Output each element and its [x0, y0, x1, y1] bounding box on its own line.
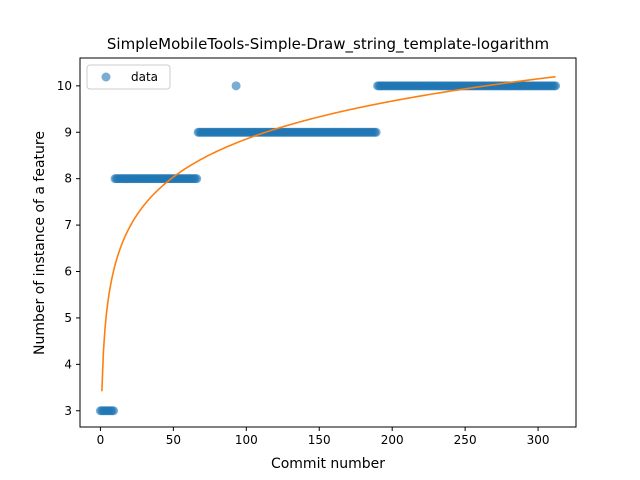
y-axis-label: Number of instance of a feature	[32, 131, 48, 355]
y-tick-label: 7	[64, 218, 72, 232]
x-tick-label: 250	[454, 433, 477, 447]
data-point	[551, 81, 561, 91]
x-tick-label: 200	[381, 433, 404, 447]
y-tick-label: 10	[57, 79, 72, 93]
y-tick-label: 6	[64, 265, 72, 279]
x-tick-label: 100	[235, 433, 258, 447]
legend: data	[86, 64, 171, 90]
x-axis-ticks: 0 50 100 150 200 250 300	[97, 427, 550, 447]
y-axis-ticks: 3 4 5 6 7 8 9 10	[57, 79, 80, 418]
chart-title: SimpleMobileTools-Simple-Draw_string_tem…	[107, 35, 549, 54]
y-tick-label: 4	[64, 357, 72, 371]
y-tick-label: 8	[64, 172, 72, 186]
x-axis-label: Commit number	[271, 456, 385, 472]
data-point	[371, 127, 381, 137]
x-tick-label: 50	[166, 433, 181, 447]
data-point	[109, 406, 119, 416]
y-tick-label: 9	[64, 125, 72, 139]
data-points	[95, 81, 561, 416]
legend-label-data: data	[131, 70, 158, 84]
y-tick-label: 5	[64, 311, 72, 325]
x-tick-label: 150	[308, 433, 331, 447]
x-tick-label: 300	[527, 433, 550, 447]
plot-frame	[79, 57, 577, 428]
fit-line	[101, 75, 556, 392]
legend-box	[86, 64, 171, 90]
fit-line-layer	[101, 75, 556, 392]
data-point	[192, 174, 202, 184]
data-point	[231, 81, 241, 91]
y-tick-label: 3	[64, 404, 72, 418]
x-tick-label: 0	[97, 433, 105, 447]
legend-marker-data	[101, 72, 111, 82]
